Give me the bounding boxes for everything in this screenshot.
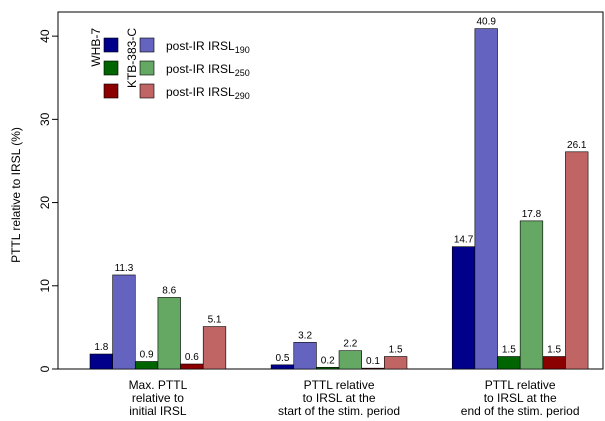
legend-label: post-IR IRSL250 — [166, 62, 250, 78]
legend-label: post-IR IRSL190 — [166, 39, 250, 55]
bar — [497, 356, 521, 370]
bar — [519, 220, 544, 370]
value-label: 0.1 — [366, 356, 380, 367]
value-label: 40.9 — [476, 17, 496, 28]
bar — [361, 367, 385, 370]
value-label: 3.2 — [298, 330, 312, 341]
bar — [542, 356, 566, 370]
value-label: 0.5 — [275, 353, 289, 364]
value-label: 1.5 — [502, 345, 516, 356]
bar — [384, 356, 408, 370]
bar — [293, 342, 317, 370]
x-tick-label: relative to — [132, 391, 184, 405]
y-tick-label: 30 — [38, 112, 52, 126]
legend-label-text: post-IR IRSL — [166, 62, 235, 76]
y-tick-label: 20 — [38, 196, 52, 210]
legend-label-text: post-IR IRSL — [166, 39, 235, 53]
bar — [338, 350, 362, 370]
bar — [270, 364, 295, 370]
y-axis-label: PTTL relative to IRSL (%) — [9, 127, 23, 263]
value-label: 14.7 — [454, 235, 474, 246]
value-label: 1.5 — [547, 345, 561, 356]
legend-column-label: KTB-383-C — [125, 28, 139, 88]
bar — [157, 297, 181, 370]
legend-label-text: post-IR IRSL — [166, 85, 235, 99]
legend-column-label: WHB-7 — [89, 28, 103, 67]
x-tick-label: Max. PTTL — [129, 378, 188, 392]
value-label: 0.6 — [185, 352, 199, 363]
y-tick-label: 40 — [38, 29, 52, 43]
value-label: 0.9 — [140, 350, 154, 361]
legend-swatch — [139, 60, 155, 76]
value-label: 0.2 — [321, 355, 335, 366]
bar — [112, 274, 136, 370]
x-tick-label: PTTL relative — [485, 378, 556, 392]
x-tick-label: to IRSL at the — [303, 391, 376, 405]
x-tick-label: PTTL relative — [304, 378, 375, 392]
value-label: 1.5 — [389, 345, 403, 356]
bar — [180, 363, 204, 370]
value-label: 17.8 — [522, 209, 542, 220]
x-tick-label: start of the stim. period — [278, 404, 400, 418]
y-tick-label: 10 — [38, 279, 52, 293]
value-label: 11.3 — [115, 263, 134, 274]
bar — [474, 28, 498, 370]
x-tick-label: initial IRSL — [129, 404, 187, 418]
legend-swatch — [103, 60, 119, 76]
y-tick-label: 0 — [38, 365, 52, 372]
bar — [316, 367, 340, 370]
value-label: 8.6 — [162, 285, 176, 296]
x-tick-label: to IRSL at the — [484, 391, 557, 405]
legend-label: post-IR IRSL290 — [166, 85, 250, 101]
bar — [202, 326, 227, 370]
x-tick-label: end of the stim. period — [461, 404, 580, 418]
legend-swatch — [103, 37, 119, 53]
value-label: 2.2 — [343, 339, 357, 350]
legend-label-sub: 290 — [235, 91, 250, 101]
legend-swatch — [139, 83, 155, 99]
bar — [134, 361, 159, 370]
bar — [565, 151, 589, 370]
legend-swatch — [103, 83, 119, 99]
bar — [89, 353, 113, 370]
legend-swatch — [139, 37, 155, 53]
value-label: 1.8 — [94, 342, 108, 353]
legend-label-sub: 250 — [235, 68, 250, 78]
value-label: 26.1 — [567, 140, 587, 151]
bar — [451, 246, 476, 370]
value-label: 5.1 — [208, 315, 222, 326]
legend-label-sub: 190 — [235, 45, 250, 55]
